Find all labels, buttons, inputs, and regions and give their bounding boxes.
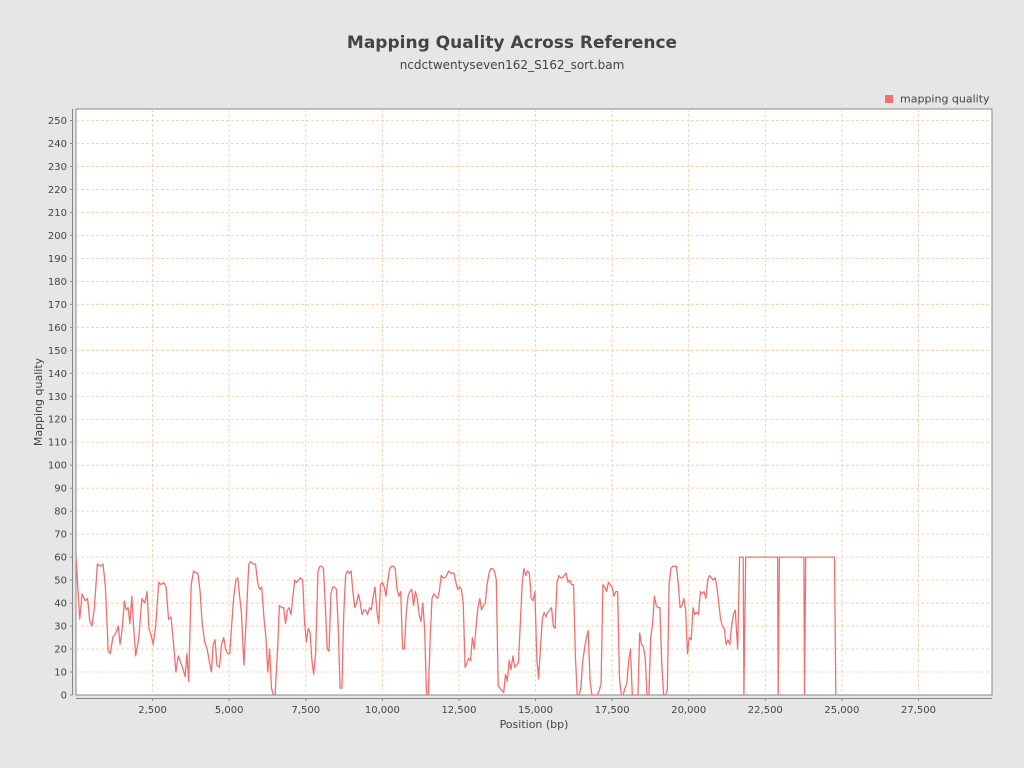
x-tick-label: 12,500 [441, 705, 476, 716]
legend-label: mapping quality [900, 93, 990, 106]
y-tick-label: 200 [48, 231, 67, 242]
y-tick-label: 120 [48, 415, 67, 426]
y-tick-label: 150 [48, 346, 67, 357]
x-tick-label: 22,500 [748, 705, 783, 716]
y-tick-label: 170 [48, 300, 67, 311]
x-axis-ticks: 2,500 5,000 7,500 10,000 12,500 15,000 17,500 2… [138, 698, 936, 716]
y-tick-label: 240 [48, 139, 67, 150]
y-tick-label: 80 [54, 507, 67, 518]
chart-subtitle: ncdctwentyseven162_S162_sort.bam [400, 58, 625, 72]
y-tick-label: 60 [54, 553, 67, 564]
y-tick-label: 0 [61, 691, 67, 702]
y-axis-label: Mapping quality [32, 357, 45, 446]
y-tick-label: 190 [48, 254, 67, 265]
x-tick-label: 5,000 [215, 705, 244, 716]
x-tick-label: 25,000 [824, 705, 859, 716]
y-tick-label: 100 [48, 461, 67, 472]
legend: mapping quality [885, 93, 990, 106]
x-tick-label: 20,000 [671, 705, 706, 716]
y-tick-label: 160 [48, 323, 67, 334]
grid-lines [76, 109, 992, 695]
y-tick-label: 70 [54, 530, 67, 541]
y-tick-label: 110 [48, 438, 67, 449]
plot-area [75, 108, 993, 696]
x-axis-label: Position (bp) [500, 718, 569, 731]
y-tick-label: 210 [48, 208, 67, 219]
y-tick-label: 10 [54, 668, 67, 679]
y-tick-label: 230 [48, 162, 67, 173]
x-tick-label: 10,000 [365, 705, 400, 716]
x-tick-label: 2,500 [138, 705, 167, 716]
legend-swatch [885, 95, 893, 103]
y-tick-label: 90 [54, 484, 67, 495]
y-tick-label: 30 [54, 622, 67, 633]
x-tick-label: 15,000 [518, 705, 553, 716]
y-axis-ticks: 0 10 20 30 40 50 60 70 80 90 100 110 120 130 140 150 160… [48, 116, 73, 702]
y-tick-label: 250 [48, 116, 67, 127]
y-tick-label: 180 [48, 277, 67, 288]
chart-title: Mapping Quality Across Reference [347, 33, 677, 53]
y-tick-label: 20 [54, 645, 67, 656]
x-tick-label: 27,500 [901, 705, 936, 716]
mapping-quality-line [75, 556, 837, 696]
x-tick-label: 7,500 [291, 705, 320, 716]
y-tick-label: 40 [54, 599, 67, 610]
x-tick-label: 17,500 [595, 705, 630, 716]
y-tick-label: 50 [54, 576, 67, 587]
y-tick-label: 130 [48, 392, 67, 403]
y-tick-label: 220 [48, 185, 67, 196]
y-tick-label: 140 [48, 369, 67, 380]
